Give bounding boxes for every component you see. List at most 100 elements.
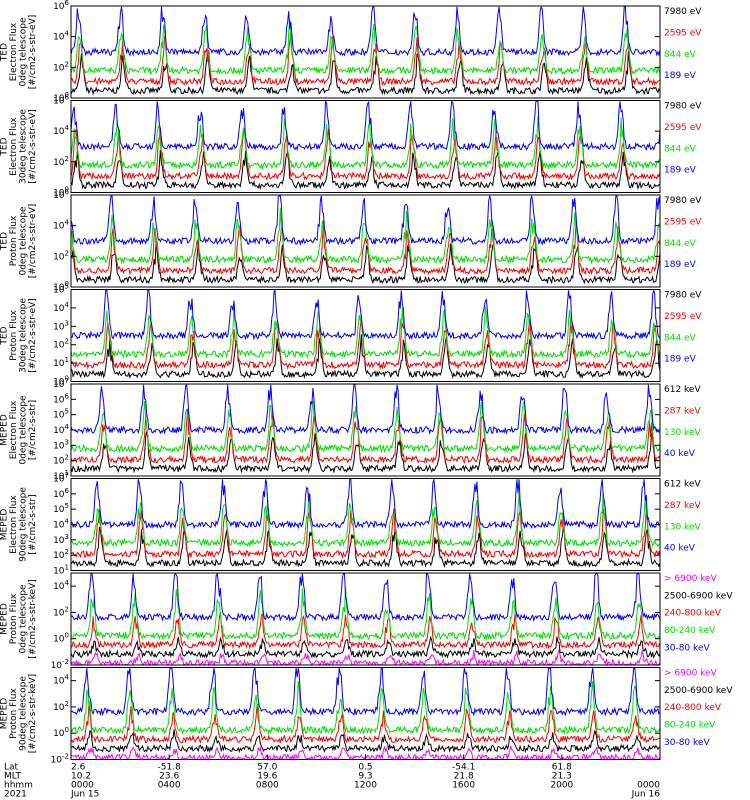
panel-frame xyxy=(70,289,661,382)
legend-entry: 2500-6900 keV xyxy=(664,686,733,696)
series-line xyxy=(70,127,661,181)
y-tick-label: 102 xyxy=(53,338,69,351)
legend-entry: 189 eV xyxy=(664,355,697,365)
x-tick-label-hhmm: 0000 xyxy=(71,781,94,791)
x-tick-label-lat: 2.6 xyxy=(71,763,86,773)
legend-entry: 80-240 keV xyxy=(664,626,716,636)
legend-entry: 844 eV xyxy=(664,144,697,154)
series-line xyxy=(70,431,661,474)
y-tick-label: 104 xyxy=(53,518,69,531)
x-tick-label-hhmm: 0000 xyxy=(637,781,660,791)
series-line xyxy=(70,334,661,380)
series-line xyxy=(70,5,661,57)
x-tick-label-mlt: 9.3 xyxy=(358,772,372,782)
x-tick-label-date: Jun 15 xyxy=(70,790,99,800)
legend-entry: > 6900 keV xyxy=(664,574,718,584)
y-axis-label: TEDElectron Flux0deg telescope[#/cm2-s-s… xyxy=(0,15,38,90)
y-tick-label: 104 xyxy=(53,219,69,232)
panel-2: 100 102 104 106 TEDElectron Flux30deg telesc… xyxy=(0,94,702,199)
x-tick-label-lat: -51.8 xyxy=(158,763,182,773)
y-tick-label: 106 xyxy=(53,94,69,107)
y-axis-label: MEPEDProton Flux90deg telescope[#/cm2-s-… xyxy=(0,674,38,753)
x-tick-label-hhmm: 1200 xyxy=(354,781,377,791)
y-tick-label: 102 xyxy=(53,155,69,168)
y-tick-label: 104 xyxy=(53,30,69,43)
x-tick-label-date: Jun 16 xyxy=(631,790,661,800)
series-line xyxy=(70,19,661,76)
legend-entry: 189 eV xyxy=(664,166,697,176)
legend-entry: 40 keV xyxy=(664,449,696,459)
y-tick-label: 102 xyxy=(53,249,69,262)
x-tick-label-lat: 57.0 xyxy=(257,763,277,773)
y-tick-label: 101 xyxy=(53,469,69,482)
series-line xyxy=(70,116,661,170)
y-tick-label: 107 xyxy=(53,472,69,485)
legend-entry: 130 keV xyxy=(664,428,701,438)
panel-1: 100 102 104 106 TEDElectron Flux0deg telesco… xyxy=(0,0,702,104)
legend-entry: 844 eV xyxy=(664,239,697,249)
legend-entry: 30-80 keV xyxy=(664,738,710,748)
y-tick-label: 102 xyxy=(53,548,69,561)
y-tick-label: 104 xyxy=(53,674,69,687)
legend-entry: 130 keV xyxy=(664,522,701,532)
series-line xyxy=(70,666,661,717)
y-tick-label: 10-2 xyxy=(51,753,69,766)
y-tick-label: 104 xyxy=(53,579,69,592)
series-line xyxy=(70,220,661,276)
y-tick-label: 101 xyxy=(53,564,69,577)
series-line xyxy=(70,526,661,568)
x-tick-label-hhmm: 1600 xyxy=(452,781,475,791)
panel-4: 100 101 102 103 104 105 TEDProton Flux30deg te… xyxy=(0,283,702,388)
x-tick-label-hhmm: 0800 xyxy=(256,781,279,791)
y-tick-label: 106 xyxy=(53,188,69,201)
y-tick-label: 104 xyxy=(53,124,69,137)
legend-entry: 30-80 keV xyxy=(664,643,710,653)
series-line xyxy=(70,195,661,247)
x-row-label: Lat xyxy=(4,763,19,773)
x-tick-label-mlt: 23.6 xyxy=(159,772,179,782)
y-tick-label: 100 xyxy=(53,91,69,104)
y-tick-label: 106 xyxy=(53,0,69,12)
series-line xyxy=(70,149,661,191)
y-tick-label: 106 xyxy=(53,392,69,405)
x-row-label: hhmm xyxy=(4,781,33,791)
y-tick-label: 102 xyxy=(53,60,69,73)
y-tick-label: 107 xyxy=(53,377,69,390)
series-line xyxy=(70,586,661,641)
legend-entry: 2595 eV xyxy=(664,312,702,322)
series-line xyxy=(70,238,661,285)
series-line xyxy=(70,400,661,454)
legend-entry: 189 eV xyxy=(664,260,697,270)
y-tick-label: 103 xyxy=(53,533,69,546)
y-tick-label: 100 xyxy=(53,280,69,293)
x-tick-label-mlt: 10.2 xyxy=(71,772,91,782)
legend-entry: 80-240 keV xyxy=(664,721,716,731)
legend-entry: 7980 eV xyxy=(664,196,702,206)
series-line xyxy=(70,383,661,436)
y-tick-label: 103 xyxy=(53,438,69,451)
legend-entry: 612 keV xyxy=(664,385,701,395)
x-row-label: MLT xyxy=(4,772,22,782)
y-axis-label: MEPEDElectron Flux90deg telescope[#/cm2-… xyxy=(0,487,38,562)
legend-entry: 7980 eV xyxy=(664,102,702,112)
y-tick-label: 100 xyxy=(53,632,69,645)
y-tick-label: 105 xyxy=(53,502,69,515)
y-tick-label: 105 xyxy=(53,283,69,296)
legend-entry: 189 eV xyxy=(664,71,697,81)
y-axis-label: TEDProton Flux30deg telescope[#/cm2-s-st… xyxy=(0,298,38,373)
legend-entry: 40 keV xyxy=(664,544,696,554)
series-line xyxy=(70,729,661,754)
y-axis-label: TEDElectron Flux30deg telescope[#/cm2-s-… xyxy=(0,109,38,184)
y-tick-label: 10-2 xyxy=(51,658,69,671)
series-line xyxy=(70,507,661,559)
series-line xyxy=(70,704,661,744)
y-axis-label: MEPEDElectron Flux0deg telescope[#/cm2-s… xyxy=(0,395,38,465)
x-tick-label-mlt: 19.6 xyxy=(257,772,277,782)
x-tick-label-mlt: 21.8 xyxy=(454,772,474,782)
y-tick-label: 102 xyxy=(53,605,69,618)
series-line xyxy=(70,492,661,548)
series-line xyxy=(70,318,661,371)
y-axis-label: MEPEDProton Flux0deg telescope[#/cm2-s-s… xyxy=(0,579,38,658)
panel-frame xyxy=(70,194,661,288)
